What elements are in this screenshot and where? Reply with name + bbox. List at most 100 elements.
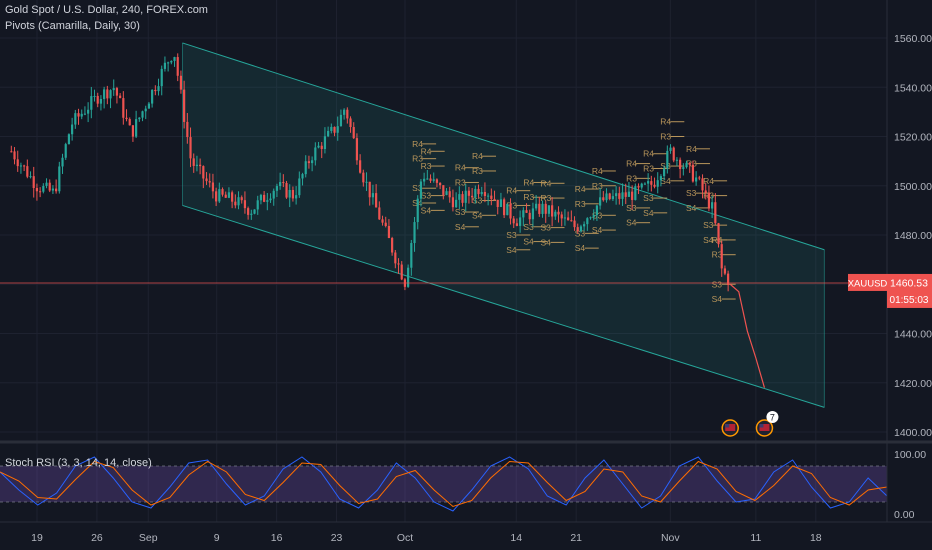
pivot-label: R3 <box>712 250 723 260</box>
pivot-label: S3 <box>412 183 423 193</box>
candle-body <box>535 203 538 209</box>
regression-channel <box>182 42 825 408</box>
candle-body <box>442 185 445 195</box>
candle-body <box>336 126 339 133</box>
candle-body <box>112 88 115 91</box>
candle-body <box>243 200 247 209</box>
pivot-label: S3 <box>686 188 697 198</box>
candle-body <box>544 203 547 214</box>
candle-body <box>627 191 631 197</box>
candle-body <box>339 114 343 127</box>
candle-body <box>231 192 234 202</box>
candle-body <box>698 177 701 179</box>
candle-body <box>35 188 39 192</box>
candle-body <box>439 182 442 186</box>
pivot-label: R3 <box>592 181 603 191</box>
candle-body <box>349 118 352 128</box>
pivot-label: S4 <box>575 243 586 253</box>
candle-body <box>579 226 583 232</box>
candle-body <box>144 108 147 112</box>
candle-body <box>605 193 608 201</box>
candle-body <box>74 113 77 125</box>
flag-stripes <box>725 424 736 431</box>
symbol-legend[interactable]: Gold Spot / U.S. Dollar, 240, FOREX.com <box>5 4 208 16</box>
candle-body <box>205 178 208 182</box>
pivot-label: R4 <box>660 117 671 127</box>
candle-body <box>435 179 439 183</box>
pivot-label: R3 <box>412 154 423 164</box>
candle-body <box>307 161 311 164</box>
candle-body <box>176 57 179 76</box>
candle-body <box>551 205 554 217</box>
candle-body <box>615 193 618 197</box>
pivot-label: R4 <box>523 177 534 187</box>
stoch-rsi-legend[interactable]: Stoch RSI (3, 3, 14, 14, close) <box>5 457 152 469</box>
pivot-levels: R4R3S3S4R4R3S3S4R4R3S3S4R4R3S3S4R4R3S3S4… <box>412 117 736 304</box>
candle-body <box>45 182 48 186</box>
candle-body <box>218 189 221 202</box>
candle-body <box>362 172 365 183</box>
symbol-badge-text: XAUUSD <box>848 278 888 289</box>
candle-body <box>669 147 672 151</box>
candle-body <box>602 197 605 201</box>
pivot-label: S3 <box>660 161 671 171</box>
candle-body <box>359 160 362 173</box>
candle-body <box>554 211 557 217</box>
candle-body <box>371 193 375 198</box>
pivot-label: R3 <box>660 132 671 142</box>
time-tick-label: 11 <box>750 532 761 544</box>
candle-body <box>320 145 323 149</box>
candle-body <box>58 166 61 192</box>
pivot-label: R3 <box>643 164 654 174</box>
pivots-legend[interactable]: Pivots (Camarilla, Daily, 30) <box>5 20 140 32</box>
pivot-label: S3 <box>472 196 483 206</box>
candle-body <box>410 243 413 268</box>
candle-body <box>125 117 128 120</box>
economic-events[interactable]: 7 <box>721 411 779 437</box>
candle-body <box>48 182 51 191</box>
candle-body <box>679 159 682 169</box>
time-tick-label: 18 <box>810 532 822 544</box>
candle-body <box>717 223 720 245</box>
pivot-label: S4 <box>523 237 534 247</box>
candle-body <box>157 86 160 92</box>
stoch-rsi-tick-label: 0.00 <box>894 509 915 521</box>
candle-body <box>448 191 451 198</box>
pivot-label: S3 <box>540 223 551 233</box>
candle-body <box>298 178 301 196</box>
candle-body <box>250 213 253 215</box>
candle-body <box>723 268 727 274</box>
candle-body <box>19 165 23 167</box>
candle-body <box>87 109 90 114</box>
candle-body <box>560 214 563 219</box>
candle-body <box>397 263 400 265</box>
pivot-label: S3 <box>626 203 637 213</box>
candle-body <box>77 113 80 117</box>
price-badges: XAUUSD 1460.53 01:55:03 <box>848 273 932 308</box>
pivot-label: S4 <box>506 245 517 255</box>
pivot-label: R3 <box>472 166 483 176</box>
pivot-label: R4 <box>412 139 423 149</box>
time-tick-label: 21 <box>570 532 582 544</box>
candle-body <box>426 178 429 180</box>
countdown-text: 01:55:03 <box>890 295 929 306</box>
candle-body <box>183 89 186 122</box>
time-tick-label: Oct <box>397 532 413 544</box>
candle-body <box>13 151 16 160</box>
pivot-label: S3 <box>643 193 654 203</box>
candle-body <box>288 189 291 198</box>
candle-body <box>631 191 634 200</box>
stoch-rsi-band-fill <box>0 466 887 502</box>
price-tick-label: 1520.00 <box>894 132 932 144</box>
candle-body <box>179 75 183 90</box>
candle-body <box>106 89 109 99</box>
projection-path <box>729 283 766 388</box>
candle-body <box>138 117 141 120</box>
candle-body <box>29 176 32 178</box>
pivot-label: R4 <box>592 166 603 176</box>
candle-body <box>599 197 602 206</box>
pivot-label: S4 <box>686 203 697 213</box>
candle-body <box>586 218 589 225</box>
candle-body <box>640 183 643 188</box>
